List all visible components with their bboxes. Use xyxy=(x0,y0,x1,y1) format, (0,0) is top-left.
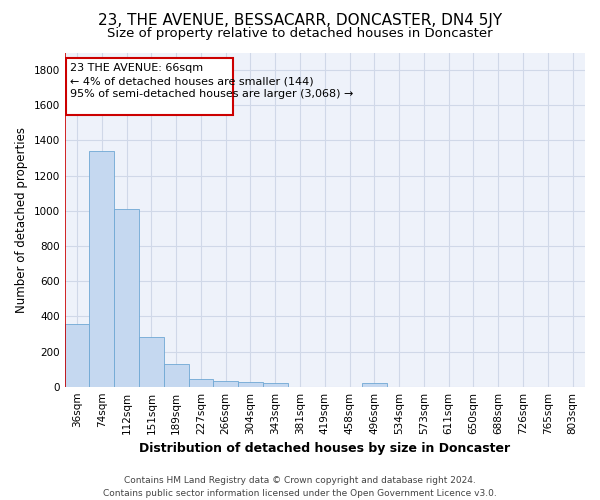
Bar xyxy=(89,151,114,386)
Bar xyxy=(65,324,89,386)
X-axis label: Distribution of detached houses by size in Doncaster: Distribution of detached houses by size … xyxy=(139,442,511,455)
FancyBboxPatch shape xyxy=(66,58,233,115)
Text: 23, THE AVENUE, BESSACARR, DONCASTER, DN4 5JY: 23, THE AVENUE, BESSACARR, DONCASTER, DN… xyxy=(98,12,502,28)
Y-axis label: Number of detached properties: Number of detached properties xyxy=(15,126,28,312)
Text: Contains HM Land Registry data © Crown copyright and database right 2024.
Contai: Contains HM Land Registry data © Crown c… xyxy=(103,476,497,498)
Bar xyxy=(188,380,214,386)
Bar xyxy=(362,383,387,386)
Bar xyxy=(114,209,139,386)
Text: Size of property relative to detached houses in Doncaster: Size of property relative to detached ho… xyxy=(107,28,493,40)
Bar xyxy=(263,383,287,386)
Bar xyxy=(139,336,164,386)
Bar xyxy=(164,364,188,386)
Bar xyxy=(214,381,238,386)
Bar xyxy=(238,382,263,386)
Text: 23 THE AVENUE: 66sqm
← 4% of detached houses are smaller (144)
95% of semi-detac: 23 THE AVENUE: 66sqm ← 4% of detached ho… xyxy=(70,63,353,100)
